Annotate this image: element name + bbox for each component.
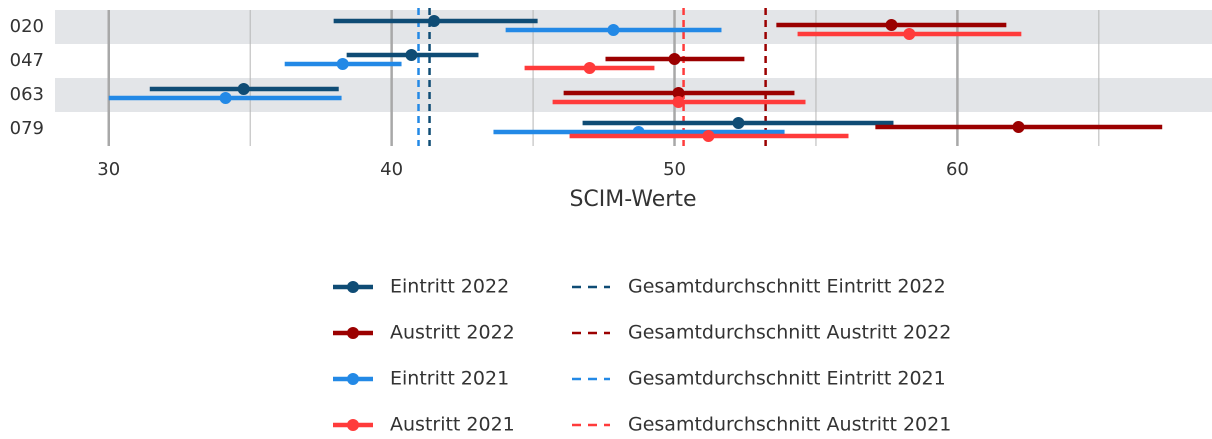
- legend-label: Gesamtdurchschnitt Austritt 2021: [628, 414, 951, 436]
- legend-label: Gesamtdurchschnitt Eintritt 2021: [628, 368, 946, 390]
- x-tick-label: 40: [380, 159, 403, 180]
- legend-swatch-dot: [347, 327, 359, 339]
- x-tick-label: 50: [663, 159, 686, 180]
- legend-label: Eintritt 2021: [390, 368, 509, 390]
- legend-swatch-dot: [347, 281, 359, 293]
- y-tick-label: 020: [10, 16, 44, 37]
- legend-swatch-dot: [347, 373, 359, 385]
- dot: [732, 117, 745, 129]
- dot: [885, 19, 898, 31]
- dot: [405, 49, 418, 61]
- dot: [219, 92, 232, 104]
- dot: [607, 24, 620, 36]
- legend-label: Austritt 2022: [390, 322, 515, 344]
- dot: [583, 62, 596, 74]
- legend-label: Austritt 2021: [390, 414, 515, 436]
- dot: [903, 28, 916, 40]
- row-band: [55, 10, 1212, 44]
- legend-label: Gesamtdurchschnitt Eintritt 2022: [628, 276, 946, 298]
- legend-label: Gesamtdurchschnitt Austritt 2022: [628, 322, 951, 344]
- x-tick-label: 30: [97, 159, 120, 180]
- dot: [428, 15, 441, 27]
- dot: [237, 83, 250, 95]
- dot: [1012, 121, 1025, 133]
- legend-swatch-dot: [347, 419, 359, 431]
- dot: [672, 87, 685, 99]
- y-tick-label: 079: [10, 118, 44, 139]
- dot: [672, 96, 685, 108]
- y-tick-label: 047: [10, 50, 44, 71]
- dot: [702, 130, 715, 142]
- legend-label: Eintritt 2022: [390, 276, 509, 298]
- dot: [668, 53, 681, 65]
- x-axis-title: SCIM-Werte: [569, 187, 696, 212]
- y-tick-label: 063: [10, 84, 44, 105]
- dot: [336, 58, 349, 70]
- x-tick-label: 60: [946, 159, 969, 180]
